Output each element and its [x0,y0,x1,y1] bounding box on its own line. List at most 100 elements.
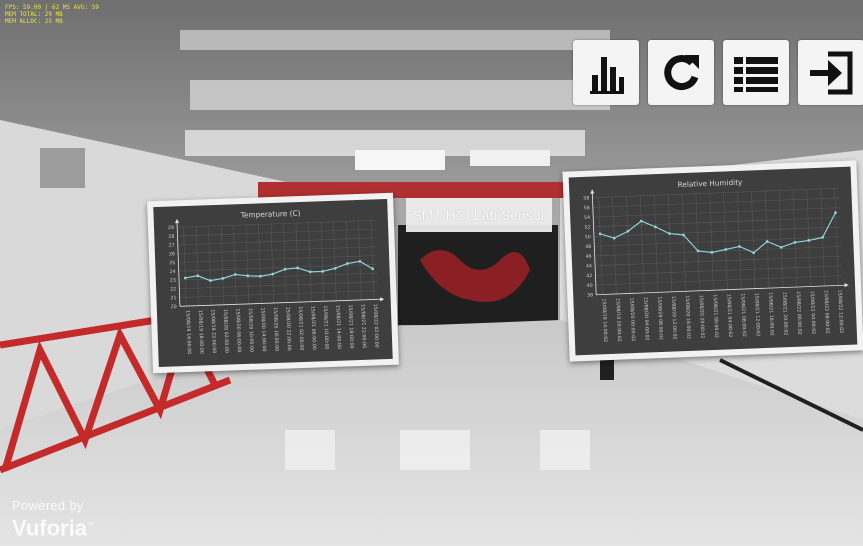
x-tick-label: 15/08/21 12:00:02 [753,293,761,337]
grid-line [751,191,756,289]
data-point [371,267,375,271]
y-tick-label: 50 [585,234,591,240]
temperature-chart-panel: Temperature (C) 20 21 22 23 24 25 26 27 28 29 15/08… [147,192,399,374]
chart-title: Temperature (C) [240,209,301,220]
grid-line [681,194,686,292]
grid-line [612,196,617,294]
grid-line [592,197,840,208]
data-point [807,239,811,242]
stats-mem-total: MEM TOTAL: 29 MB [5,11,63,18]
grid-line [595,255,842,266]
data-point [696,249,700,253]
grid-line [195,226,200,306]
x-tick-label: 15/08/20 08:00:02 [656,296,664,340]
y-tick-label: 26 [169,251,175,257]
grid-line [737,192,742,290]
x-tick-label: 15/08/22 12:00:02 [836,289,844,333]
grid-line [667,194,673,292]
grid-line [283,223,287,303]
x-tick-label: 15/08/19 20:00:02 [614,298,622,342]
data-point [598,232,602,236]
grid-line [806,189,811,287]
chart-button[interactable] [573,40,639,105]
y-axis-arrow [174,218,180,224]
x-tick-label: 15/08/22 00:00:02 [795,291,803,335]
data-point [612,236,616,240]
grid-line [640,195,645,293]
grid-line [179,290,378,298]
data-point [358,259,362,263]
x-tick-label: 15/08/21 20:00:02 [781,292,789,336]
y-tick-label: 20 [171,304,177,310]
y-tick-label: 38 [587,292,593,298]
y-tick-label: 56 [584,205,590,211]
data-point [271,272,275,276]
x-tick-label: 15/08/21 14:00:00 [334,305,342,349]
grid-line [258,224,262,304]
grid-line [245,224,250,304]
vuforia-watermark: Powered by Vuforia™ [12,498,94,539]
x-tick-label: 15/08/21 22:00:00 [359,304,367,348]
chart-title: Relative Humidity [677,178,743,190]
exit-button[interactable] [798,40,863,105]
vuforia-logo-text: Vuforia [12,515,87,541]
grid-line [595,265,842,276]
grid-line [653,195,659,293]
data-point [283,267,287,271]
y-tick-label: 46 [586,254,592,260]
data-point [682,233,685,237]
x-tick-label: 15/08/20 00:00:02 [628,297,636,341]
temperature-chart: Temperature (C) 20 21 22 23 24 25 26 27 28 29 15/08… [168,209,385,354]
refresh-button[interactable] [648,40,714,105]
grid-line [723,192,728,290]
list-icon [734,56,778,92]
grid-line [595,275,843,286]
series-line [185,260,373,282]
grid-line [177,220,376,228]
x-tick-label: 15/08/21 08:00:02 [739,293,747,337]
grid-line [778,190,784,288]
y-axis [176,220,181,307]
grid-line [626,196,631,294]
grid-line [177,228,376,237]
x-tick-label: 15/08/22 08:00:02 [823,290,831,334]
data-point [834,211,837,215]
stats-mem-alloc: MEM ALLOC: 25 MB [5,18,63,25]
data-point [765,240,769,243]
data-point [308,270,312,274]
stats-fps: FPS: 59.00 | 62 MS AVG: 59 [5,4,99,11]
x-tick-label: 15/08/20 10:00:00 [247,308,255,352]
data-point [779,245,783,249]
data-point [738,245,741,248]
y-tick-label: 23 [170,278,176,284]
data-point [246,274,250,278]
grid-line [178,255,377,263]
x-tick-label: 15/08/19 22:00:00 [209,309,217,353]
grid-line [594,236,841,247]
y-tick-label: 29 [168,225,174,231]
y-tick-label: 21 [170,295,176,301]
data-point [654,225,657,229]
x-tick-label: 15/08/22 02:00:00 [372,304,380,348]
x-tick-label: 15/08/20 18:00:00 [272,307,280,351]
data-point [752,251,756,255]
grid-line [333,221,337,301]
grid-line [320,222,325,302]
list-button[interactable] [723,40,789,105]
grid-line [370,220,375,300]
y-tick-label: 58 [583,195,589,201]
y-tick-label: 24 [169,269,175,275]
x-tick-label: 15/08/20 22:00:00 [284,307,292,351]
y-tick-label: 54 [584,215,590,221]
grid-line [834,188,839,286]
grid-line [593,217,840,228]
x-tick-label: 15/08/19 14:00:00 [184,310,192,354]
data-point [258,274,262,278]
y-tick-label: 27 [169,243,175,249]
y-tick-label: 28 [168,234,174,240]
data-point [626,229,630,233]
x-tick-label: 15/08/21 16:00:02 [767,292,775,336]
grid-line [178,263,377,272]
x-axis [596,284,847,296]
data-point [296,266,299,270]
